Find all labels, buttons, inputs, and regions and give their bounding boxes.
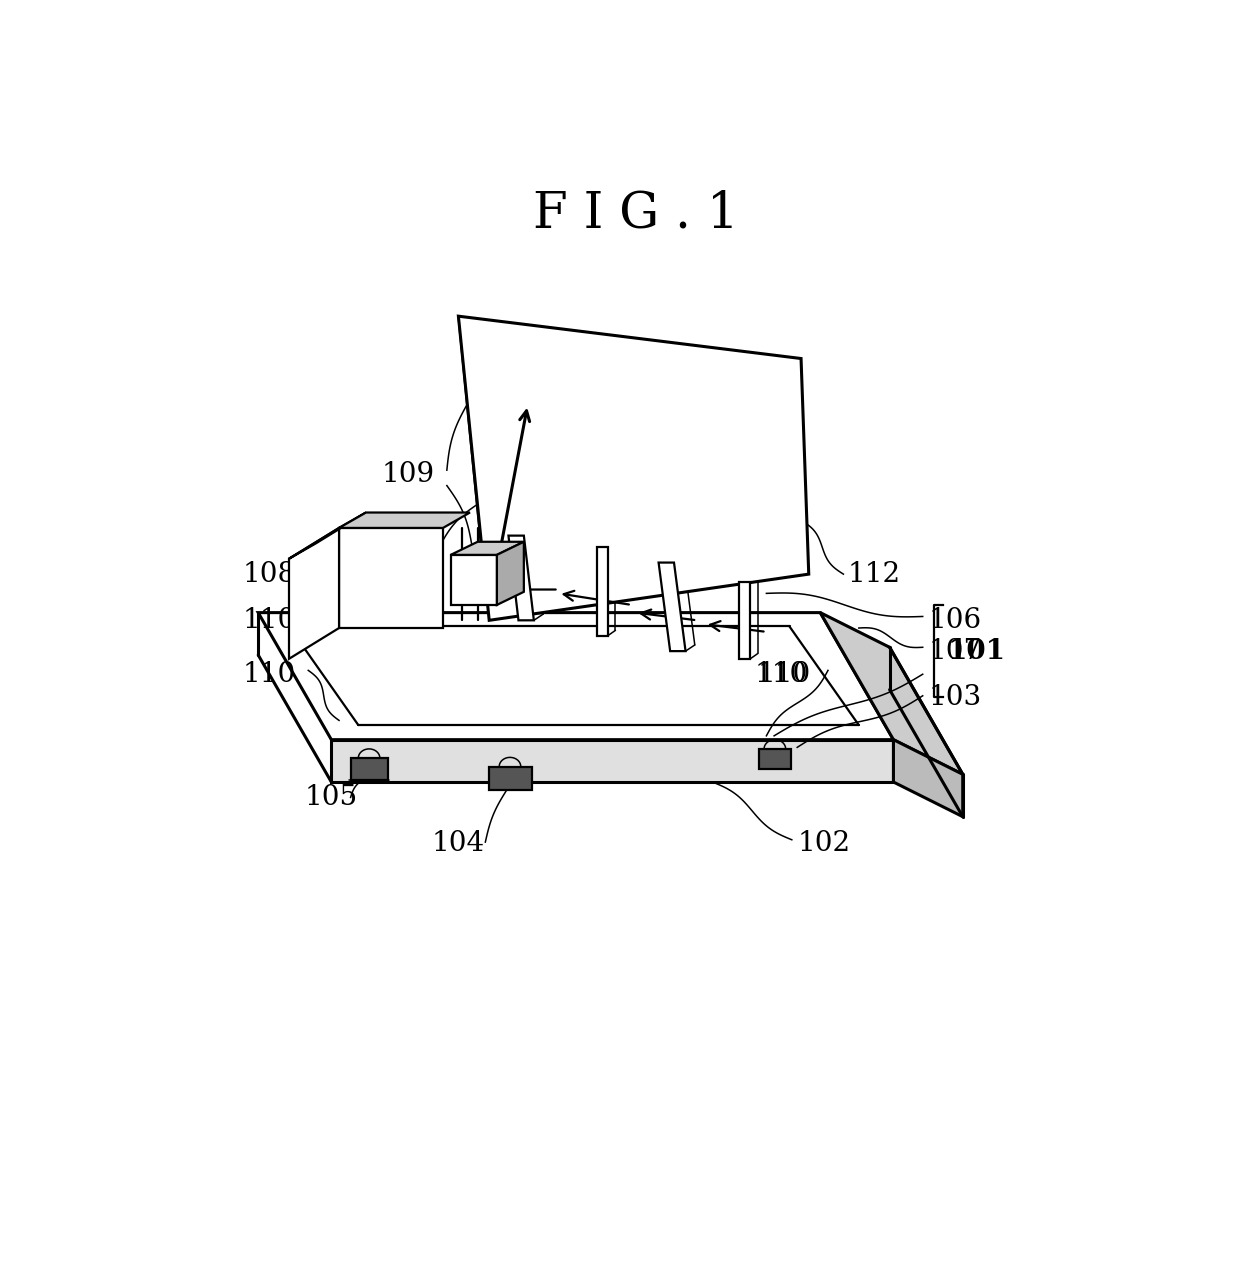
Text: 112: 112 (847, 560, 900, 587)
Polygon shape (596, 548, 608, 635)
Polygon shape (450, 555, 497, 605)
Text: F I G . 1: F I G . 1 (533, 189, 738, 238)
Text: 105: 105 (304, 784, 357, 812)
Text: 110: 110 (755, 661, 808, 687)
Polygon shape (894, 739, 962, 817)
Text: 106: 106 (928, 607, 981, 634)
Text: 109: 109 (382, 460, 434, 487)
Polygon shape (289, 512, 366, 559)
Text: 111: 111 (366, 538, 419, 564)
Text: 110: 110 (243, 661, 296, 687)
Polygon shape (331, 739, 894, 782)
Text: 104: 104 (432, 831, 485, 857)
Polygon shape (459, 316, 808, 620)
Polygon shape (339, 512, 470, 527)
Polygon shape (658, 563, 686, 652)
Text: 107: 107 (928, 638, 981, 664)
Polygon shape (351, 758, 388, 780)
Polygon shape (497, 541, 523, 605)
Text: 102: 102 (797, 831, 851, 857)
Polygon shape (821, 612, 962, 775)
Text: 103: 103 (928, 683, 981, 711)
Text: 110: 110 (758, 661, 811, 687)
Polygon shape (450, 541, 523, 555)
Polygon shape (508, 535, 534, 620)
Polygon shape (739, 582, 750, 659)
Polygon shape (339, 527, 443, 628)
Text: 101: 101 (947, 638, 1006, 664)
Polygon shape (289, 527, 339, 659)
Polygon shape (258, 612, 894, 739)
Text: 108: 108 (243, 560, 296, 587)
Polygon shape (490, 767, 532, 790)
Text: 110: 110 (243, 607, 296, 634)
Polygon shape (759, 749, 791, 768)
